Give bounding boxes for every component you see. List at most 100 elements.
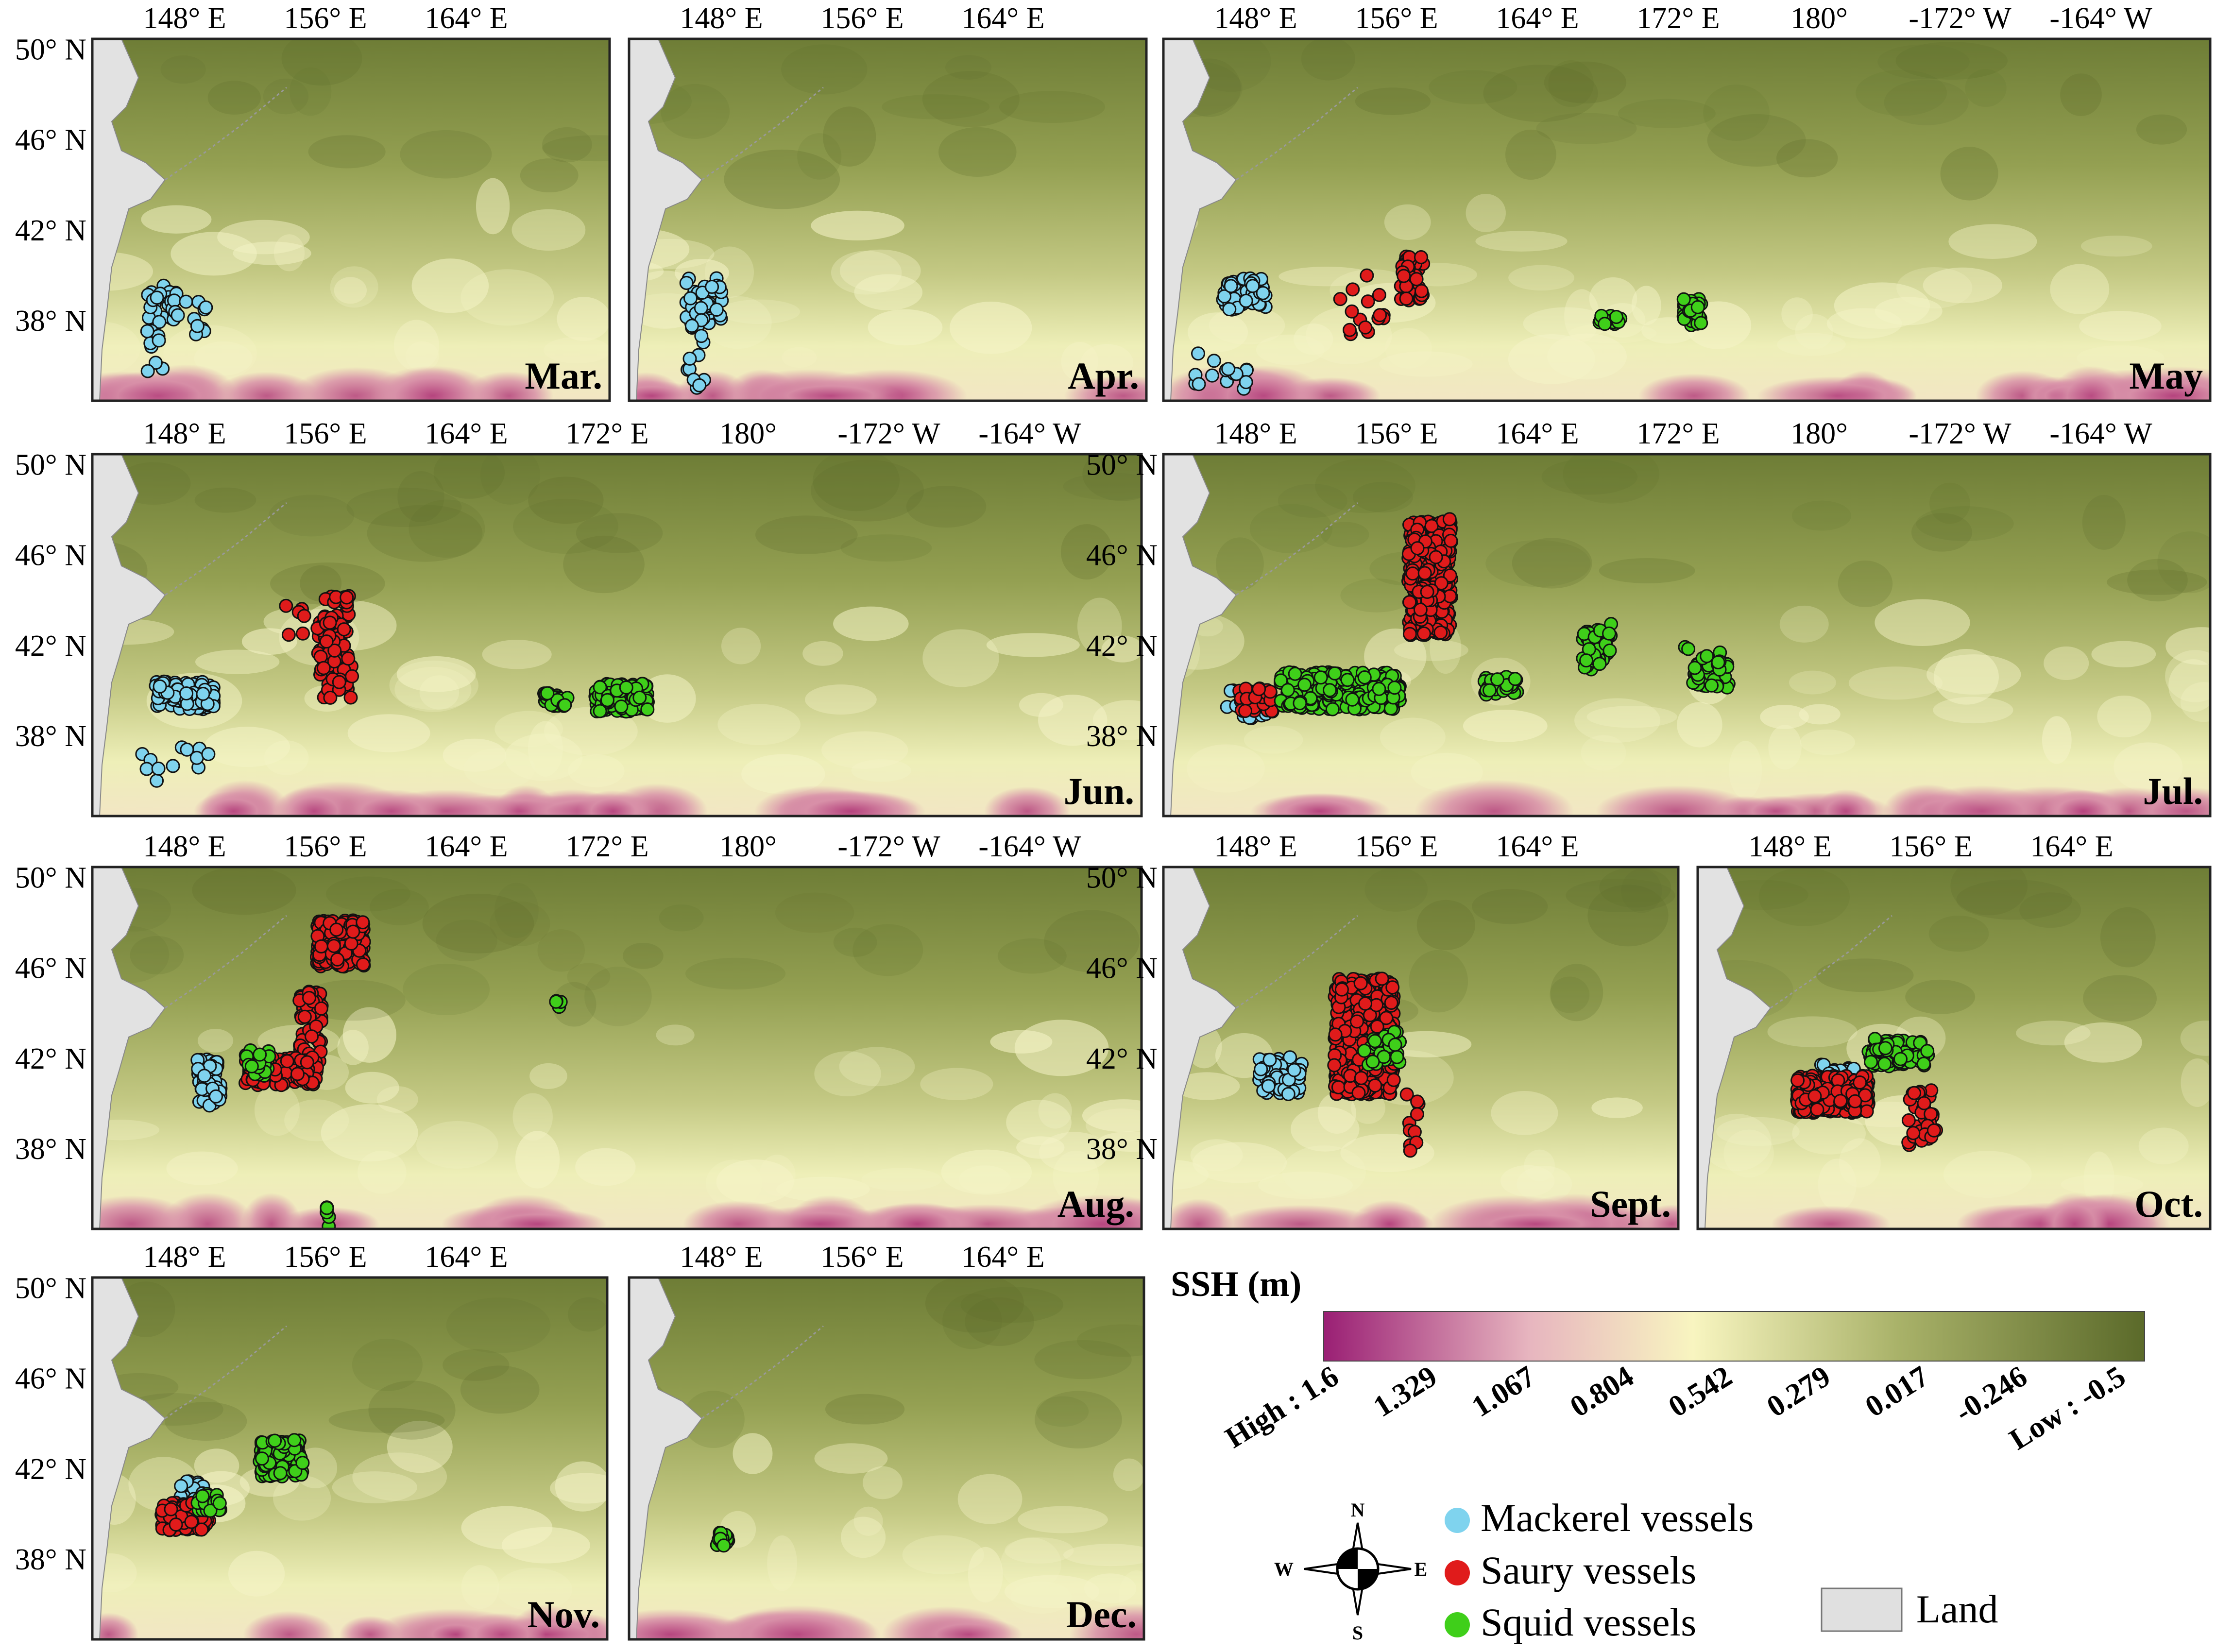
mackerel-vessel-point bbox=[1239, 375, 1253, 390]
saury-vessel-point bbox=[296, 626, 310, 641]
squid-vessel-point bbox=[593, 680, 607, 695]
longitude-tick-label: 156° E bbox=[1355, 830, 1438, 863]
squid-vessel-point bbox=[287, 1433, 302, 1448]
squid-vessel-point bbox=[1592, 657, 1607, 671]
saury-vessel-point bbox=[1442, 512, 1457, 527]
latitude-tick-label: 38° N bbox=[15, 1543, 86, 1576]
saury-vessel-point bbox=[1415, 284, 1429, 298]
panel-frame bbox=[628, 37, 1148, 402]
longitude-tick-label: 180° bbox=[719, 417, 777, 450]
latitude-tick-label: 46° N bbox=[1086, 952, 1158, 985]
mackerel-vessel-point bbox=[1222, 302, 1237, 317]
longitude-tick-label: -172° W bbox=[837, 417, 940, 450]
squid-vessel-point bbox=[593, 704, 607, 718]
saury-vessel-point bbox=[356, 957, 370, 971]
ssh-field bbox=[1163, 867, 1678, 1229]
latitude-tick-label: 46° N bbox=[15, 1362, 86, 1396]
saury-vessel-point bbox=[1917, 1096, 1931, 1110]
saury-vessel-point bbox=[323, 615, 337, 630]
longitude-tick-label: 172° E bbox=[565, 417, 648, 450]
saury-vessel-point bbox=[1238, 704, 1253, 718]
mackerel-vessel-point bbox=[170, 308, 185, 323]
squid-vessel-point bbox=[1323, 683, 1337, 698]
mackerel-vessel-point bbox=[190, 319, 205, 333]
longitude-tick-label: 156° E bbox=[284, 2, 367, 35]
squid-vessel-point bbox=[1877, 1056, 1892, 1071]
map-panel-jul: Jul. 148° E 156° E 164° E 172° E 180° -172° W -… bbox=[1086, 417, 2212, 817]
saury-vessel-point bbox=[1372, 288, 1386, 302]
mackerel-vessel-point bbox=[1239, 293, 1253, 308]
kuril-islands bbox=[165, 1325, 287, 1419]
month-label: Jul. bbox=[2143, 770, 2203, 812]
compass-e: E bbox=[1415, 1558, 1428, 1580]
longitude-tick-label: -172° W bbox=[1909, 2, 2011, 35]
longitude-tick-label: 156° E bbox=[1889, 830, 1972, 863]
saury-vessel-point bbox=[313, 649, 328, 664]
ssh-field bbox=[629, 39, 1146, 401]
saury-vessel-point bbox=[319, 634, 334, 649]
saury-vessel-point bbox=[1399, 291, 1414, 306]
squid-vessel-point bbox=[253, 1047, 267, 1062]
mackerel-vessel-point bbox=[179, 686, 194, 700]
map-panel-mar: Mar. 148° E 156° E 164° E 50° N 46° N 42° N 38°… bbox=[15, 2, 611, 402]
saury-vessel-point bbox=[297, 1009, 312, 1024]
mackerel-vessel-point bbox=[1192, 377, 1206, 392]
saury-vessel-point bbox=[1413, 602, 1428, 617]
saury-vessel-point bbox=[194, 1522, 209, 1537]
legend-label-land: Land bbox=[1916, 1587, 1998, 1631]
mackerel-vessel-point bbox=[1281, 1087, 1296, 1101]
saury-vessel-point bbox=[1810, 1102, 1824, 1117]
mackerel-vessel-point bbox=[140, 324, 154, 339]
mackerel-vessel-point bbox=[694, 329, 709, 343]
saury-vessel-point bbox=[1410, 1094, 1425, 1109]
saury-vessel-point bbox=[323, 690, 338, 705]
ssh-field bbox=[629, 1277, 1144, 1639]
longitude-tick-label: 156° E bbox=[1355, 417, 1438, 450]
squid-vessel-point bbox=[320, 1201, 334, 1215]
kuril-islands bbox=[165, 502, 287, 596]
squid-vessel-point bbox=[1508, 672, 1522, 686]
mackerel-vessel-point bbox=[151, 761, 166, 776]
ssh-field bbox=[1698, 867, 2210, 1229]
squid-vessel-point bbox=[1700, 649, 1714, 664]
mackerel-vessel-point bbox=[709, 303, 724, 317]
saury-vessel-point bbox=[340, 590, 354, 605]
latitude-tick-label: 42° N bbox=[15, 630, 86, 663]
longitude-tick-label: 148° E bbox=[1748, 830, 1831, 863]
squid-vessel-point bbox=[1864, 1055, 1878, 1069]
map-panel-oct: Oct. 148° E 156° E 164° E bbox=[1696, 830, 2212, 1230]
squid-vessel-point bbox=[244, 1059, 259, 1073]
longitude-tick-label: 156° E bbox=[820, 2, 903, 35]
mackerel-vessel-point bbox=[150, 290, 164, 305]
legend-item-mackerel: Mackerel vessels bbox=[1445, 1496, 1754, 1540]
mackerel-vessel-point bbox=[1283, 1050, 1297, 1065]
mackerel-vessel-point bbox=[1256, 286, 1270, 300]
land-shape bbox=[1163, 39, 1237, 401]
colorbar-tick-label: High : 1.6 bbox=[1220, 1360, 1345, 1454]
squid-vessel-point bbox=[1916, 1056, 1931, 1071]
latitude-tick-label: 46° N bbox=[1086, 539, 1158, 572]
squid-vessel-point bbox=[1690, 300, 1705, 314]
land-shape bbox=[629, 1277, 703, 1639]
saury-vessel-point bbox=[345, 669, 359, 683]
longitude-tick-label: 164° E bbox=[1496, 417, 1579, 450]
legend: Mackerel vessels Saury vessels Squid ves… bbox=[1445, 1496, 1998, 1644]
mackerel-vessel-point bbox=[199, 300, 213, 315]
saury-vessel-point bbox=[1853, 1075, 1867, 1090]
month-label: Mar. bbox=[525, 355, 602, 397]
saury-vessel-point bbox=[1386, 1073, 1401, 1087]
latitude-tick-label: 42° N bbox=[1086, 630, 1158, 663]
month-label: Dec. bbox=[1066, 1593, 1137, 1635]
squid-vessel-point bbox=[1357, 1043, 1372, 1058]
mackerel-vessel-point bbox=[1217, 289, 1232, 304]
longitude-tick-label: 172° E bbox=[1636, 2, 1720, 35]
mackerel-vessel-point bbox=[694, 301, 708, 315]
saury-vessel-point bbox=[1334, 982, 1349, 997]
latitude-tick-label: 42° N bbox=[15, 1453, 86, 1486]
kuril-islands bbox=[701, 86, 824, 181]
panel-frame bbox=[628, 1276, 1145, 1641]
longitude-tick-label: 164° E bbox=[961, 1241, 1044, 1274]
longitude-tick-label: 148° E bbox=[143, 1241, 226, 1274]
squid-vessel-point bbox=[1676, 292, 1691, 307]
legend-item-saury: Saury vessels bbox=[1445, 1548, 1696, 1592]
